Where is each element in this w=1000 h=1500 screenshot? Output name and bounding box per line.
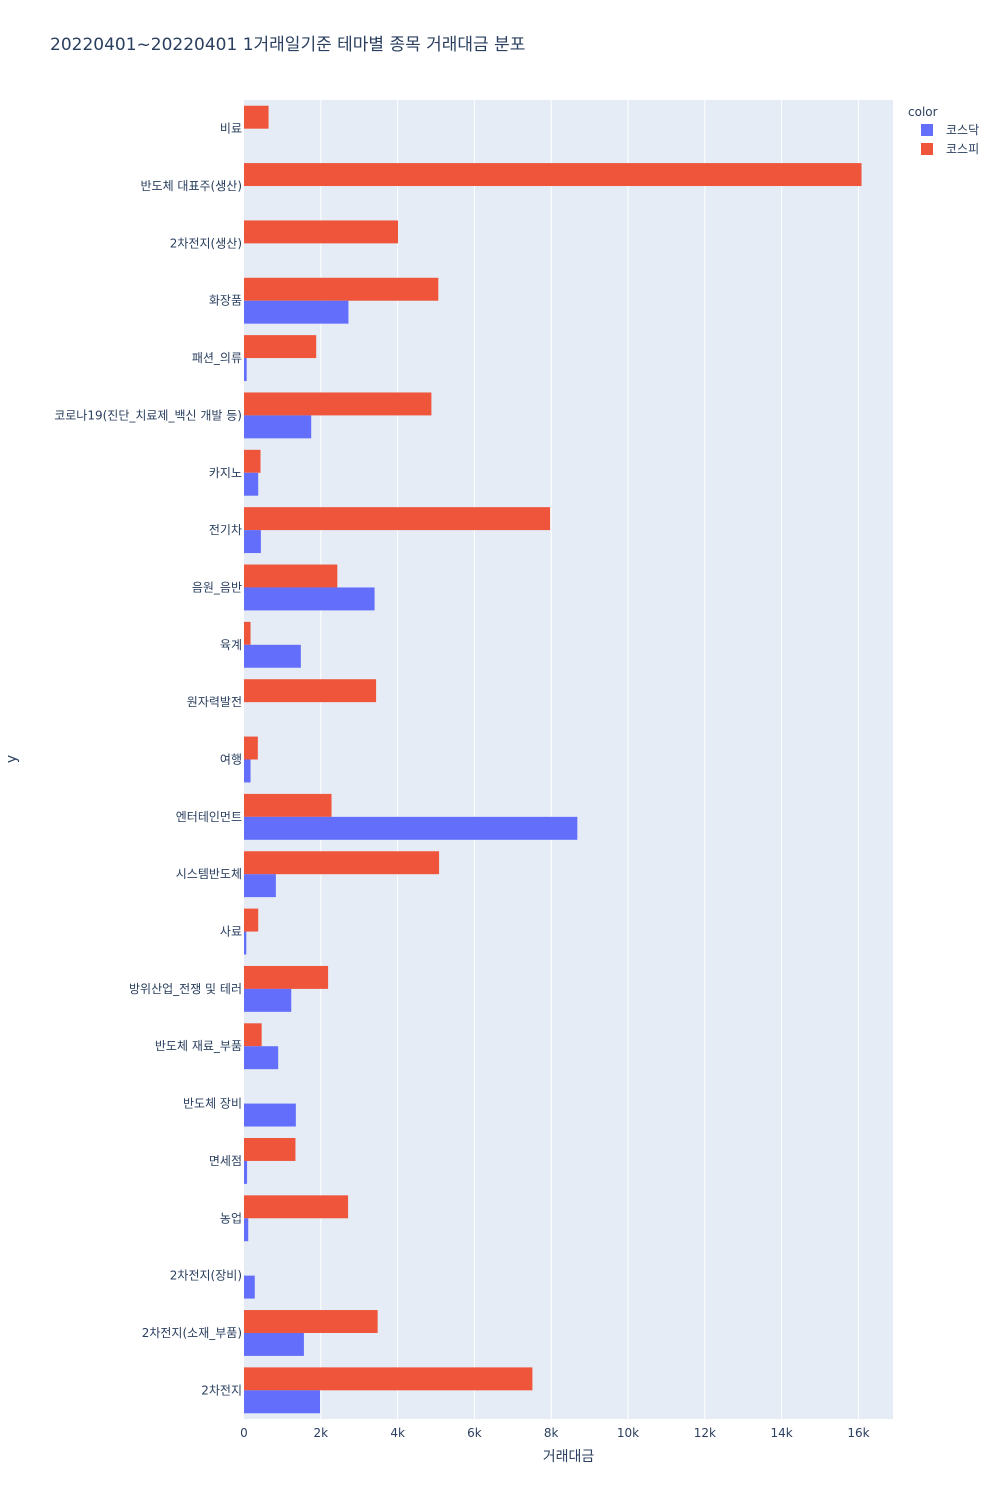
legend-swatch[interactable]: [921, 143, 933, 155]
y-tick-label: 비료: [220, 122, 242, 136]
bar-코스닥[interactable]: [244, 1218, 249, 1242]
bar-코스피[interactable]: [244, 105, 269, 129]
y-tick-label: 전기차: [209, 523, 242, 537]
y-tick-label: 2차전지(생산): [170, 236, 242, 250]
x-tick-label: 10k: [617, 1426, 639, 1440]
y-tick-label: 엔터테인먼트: [176, 810, 242, 824]
bar-코스피[interactable]: [244, 220, 398, 244]
bar-코스닥[interactable]: [244, 1390, 321, 1414]
bar-코스닥[interactable]: [244, 816, 578, 840]
bar-코스닥[interactable]: [244, 644, 301, 668]
x-tick-label: 8k: [544, 1426, 559, 1440]
y-tick-label: 시스템반도체: [176, 867, 242, 881]
bar-코스피[interactable]: [244, 621, 251, 645]
bar-코스피[interactable]: [244, 392, 432, 416]
y-axis-title: y: [4, 755, 20, 763]
y-tick-label: 2차전지(소재_부품): [142, 1326, 242, 1340]
y-tick-label: 화장품: [209, 294, 242, 308]
y-tick-label: 면세점: [209, 1154, 242, 1168]
bar-코스닥[interactable]: [244, 1275, 255, 1299]
y-tick-label: 코로나19(진단_치료제_백신 개발 등): [54, 408, 242, 422]
y-tick-label: 음원_음반: [192, 580, 242, 594]
x-tick-label: 4k: [390, 1426, 405, 1440]
bar-코스닥[interactable]: [244, 759, 251, 783]
bar-코스닥[interactable]: [244, 988, 292, 1012]
y-tick-label: 사료: [220, 925, 242, 939]
bar-코스피[interactable]: [244, 1310, 378, 1333]
bar-코스피[interactable]: [244, 1195, 349, 1219]
bar-코스피[interactable]: [244, 908, 259, 932]
bar-코스피[interactable]: [244, 1137, 296, 1161]
x-tick-label: 14k: [771, 1426, 793, 1440]
bar-코스닥[interactable]: [244, 931, 247, 955]
bar-코스피[interactable]: [244, 335, 317, 359]
bar-코스피[interactable]: [244, 1367, 533, 1391]
x-tick-label: 12k: [694, 1426, 716, 1440]
bar-코스피[interactable]: [244, 163, 862, 187]
y-tick-label: 패션_의류: [192, 351, 242, 365]
x-axis-title: 거래대금: [543, 1449, 595, 1465]
bar-코스닥[interactable]: [244, 1332, 304, 1356]
bar-코스피[interactable]: [244, 507, 551, 531]
y-tick-label: 육계: [220, 638, 242, 652]
plot-area: [244, 100, 893, 1419]
bar-코스피[interactable]: [244, 277, 439, 301]
bar-코스피[interactable]: [244, 736, 258, 760]
x-axis-tick-labels: 0 2k 4k 6k 8k 10k 12k 14k 16k: [240, 1426, 869, 1440]
legend-title: color: [908, 105, 938, 119]
x-tick-label: 2k: [314, 1426, 329, 1440]
y-tick-label: 반도체 대표주(생산): [141, 179, 243, 193]
bar-코스피[interactable]: [244, 851, 440, 875]
y-tick-label: 원자력발전: [187, 695, 242, 709]
bar-코스닥[interactable]: [244, 415, 312, 439]
bar-코스피[interactable]: [244, 1023, 262, 1047]
bar-코스피[interactable]: [244, 965, 329, 989]
bars-group: [244, 105, 862, 1414]
bar-코스닥[interactable]: [244, 472, 259, 496]
x-gridlines: [320, 100, 859, 1419]
y-tick-label: 농업: [220, 1211, 242, 1225]
y-tick-label: 방위산업_전쟁 및 테러: [129, 982, 242, 996]
y-tick-label: 여행: [220, 752, 242, 767]
x-tick-label: 16k: [847, 1426, 869, 1440]
bar-코스닥[interactable]: [244, 530, 261, 554]
x-tick-label: 0: [240, 1426, 248, 1440]
chart-title: 20220401~20220401 1거래일기준 테마별 종목 거래대금 분포: [50, 35, 525, 55]
bar-코스피[interactable]: [244, 793, 332, 817]
legend-label[interactable]: 코스닥: [946, 123, 979, 137]
bar-코스피[interactable]: [244, 564, 338, 588]
bar-코스피[interactable]: [244, 449, 261, 473]
bar-코스피[interactable]: [244, 679, 377, 703]
bar-코스닥[interactable]: [244, 1046, 279, 1070]
bar-코스닥[interactable]: [244, 1103, 296, 1127]
y-tick-label: 카지노: [209, 466, 242, 480]
y-tick-label: 2차전지(장비): [170, 1269, 242, 1283]
bar-코스닥[interactable]: [244, 1160, 248, 1184]
legend-label[interactable]: 코스피: [946, 142, 979, 156]
bar-코스닥[interactable]: [244, 874, 276, 898]
bar-코스닥[interactable]: [244, 358, 247, 382]
x-tick-label: 6k: [467, 1426, 482, 1440]
y-tick-label: 반도체 장비: [183, 1097, 242, 1111]
bar-코스닥[interactable]: [244, 300, 349, 324]
bar-코스닥[interactable]: [244, 587, 375, 611]
y-tick-label: 2차전지: [201, 1383, 242, 1397]
legend-swatch[interactable]: [921, 124, 933, 136]
y-tick-label: 반도체 재료_부품: [155, 1039, 242, 1053]
